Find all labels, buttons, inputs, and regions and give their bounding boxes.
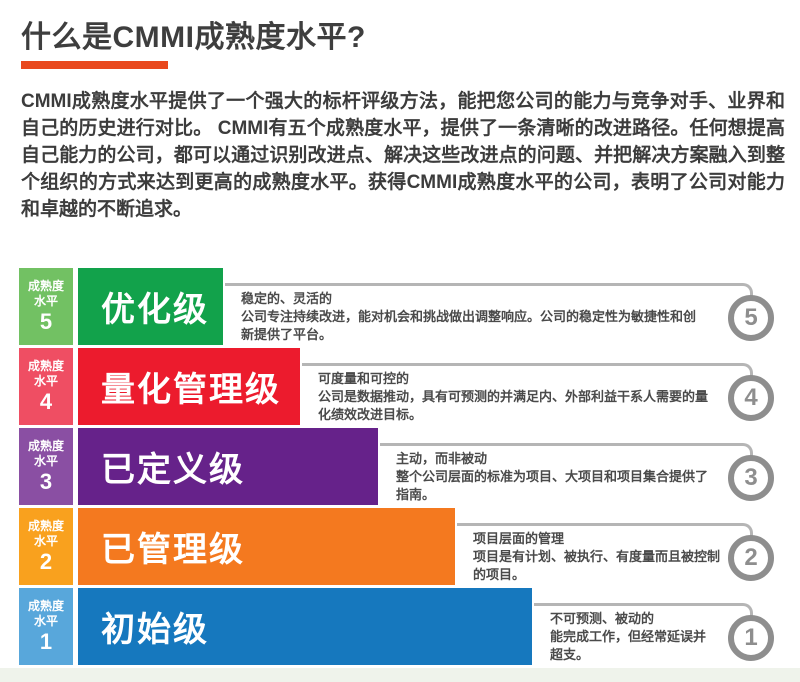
intro-paragraph: CMMI成熟度水平提供了一个强大的标杆评级方法，能把您公司的能力与竞争对手、业界… [21, 91, 785, 220]
level-description-headline: 稳定的、灵活的 [241, 291, 333, 306]
maturity-bar-3: 已定义级 [78, 428, 378, 505]
level-description-headline: 主动，而非被动 [396, 451, 488, 466]
level-description: 稳定的、灵活的 公司专注持续改进，能对机会和挑战做出调整响应。公司的稳定性为敏捷… [241, 290, 696, 344]
maturity-level-label-3: 成熟度 水平 3 [19, 428, 73, 505]
maturity-bar-4: 量化管理级 [78, 348, 300, 425]
level-number-badge-text: 4 [744, 384, 758, 411]
maturity-label-line1: 成熟度 [27, 439, 64, 453]
maturity-levels-diagram: 成熟度 水平 5 优化级 稳定的、灵活的 公司专注持续改进，能对机会和挑战做出调… [0, 268, 800, 678]
level-description: 项目层面的管理 项目是有计划、被执行、有度量而且被控制的项目。 [473, 530, 723, 584]
connector-line [457, 523, 753, 541]
level-number-badge-text: 1 [744, 624, 758, 651]
bottom-tint-band [0, 668, 800, 682]
maturity-level-label-1: 成熟度 水平 1 [19, 588, 73, 665]
level-description: 主动，而非被动 整个公司层面的标准为项目、大项目和项目集合提供了指南。 [396, 450, 716, 504]
maturity-bar-name: 量化管理级 [101, 371, 281, 409]
maturity-bar-name: 已管理级 [101, 531, 245, 569]
level-description-headline: 不可预测、被动的 [550, 611, 655, 626]
level-description: 不可预测、被动的 能完成工作，但经常延误并超支。 [550, 610, 715, 664]
level-number-badge: 1 [728, 615, 774, 661]
level-number-badge-text: 2 [744, 544, 758, 571]
level-number-badge-text: 5 [744, 304, 758, 331]
maturity-level-number: 2 [39, 549, 53, 574]
level-number-badge: 4 [728, 375, 774, 421]
maturity-label-line2: 水平 [33, 454, 58, 468]
connector-line [302, 363, 753, 381]
level-description-headline: 项目层面的管理 [473, 531, 565, 546]
maturity-label-line1: 成熟度 [27, 599, 64, 613]
maturity-level-number: 1 [39, 629, 53, 654]
level-description-body: 整个公司层面的标准为项目、大项目和项目集合提供了指南。 [396, 469, 709, 502]
maturity-label-line1: 成熟度 [27, 359, 64, 373]
maturity-bar-1: 初始级 [78, 588, 532, 665]
maturity-label-line1: 成熟度 [27, 519, 64, 533]
maturity-row-5: 成熟度 水平 5 优化级 稳定的、灵活的 公司专注持续改进，能对机会和挑战做出调… [0, 268, 800, 345]
maturity-bar-2: 已管理级 [78, 508, 455, 585]
maturity-label-line2: 水平 [33, 614, 58, 628]
level-description-body: 公司是数据推动，具有可预测的并满足内、外部利益干系人需要的量化绩效改进目标。 [318, 389, 709, 422]
maturity-level-label-2: 成熟度 水平 2 [19, 508, 73, 585]
level-number-badge: 2 [728, 535, 774, 581]
level-description-body: 能完成工作，但经常延误并超支。 [550, 629, 707, 662]
connector-line [380, 443, 753, 461]
maturity-label-line1: 成熟度 [27, 279, 64, 293]
level-number-badge: 5 [728, 295, 774, 341]
level-description-headline: 可度量和可控的 [318, 371, 410, 386]
page-title: 什么是CMMI成熟度水平? [21, 21, 366, 54]
maturity-label-line2: 水平 [33, 534, 58, 548]
level-description-body: 项目是有计划、被执行、有度量而且被控制的项目。 [473, 549, 721, 582]
maturity-bar-name: 初始级 [101, 611, 209, 649]
maturity-bar-name: 优化级 [101, 291, 209, 329]
maturity-bar-name: 已定义级 [101, 451, 245, 489]
level-description: 可度量和可控的 公司是数据推动，具有可预测的并满足内、外部利益干系人需要的量化绩… [318, 370, 718, 424]
maturity-level-number: 4 [39, 389, 53, 414]
connector-line [225, 283, 753, 301]
maturity-label-line2: 水平 [33, 294, 58, 308]
level-description-body: 公司专注持续改进，能对机会和挑战做出调整响应。公司的稳定性为敏捷性和创新提供了平… [241, 309, 697, 342]
maturity-row-4: 成熟度 水平 4 量化管理级 可度量和可控的 公司是数据推动，具有可预测的并满足… [0, 348, 800, 425]
connector-line [534, 603, 753, 621]
level-number-badge-text: 3 [744, 464, 758, 491]
maturity-bar-5: 优化级 [78, 268, 223, 345]
maturity-row-2: 成熟度 水平 2 已管理级 项目层面的管理 项目是有计划、被执行、有度量而且被控… [0, 508, 800, 585]
maturity-level-number: 5 [39, 309, 53, 334]
maturity-level-label-5: 成熟度 水平 5 [19, 268, 73, 345]
maturity-level-label-4: 成熟度 水平 4 [19, 348, 73, 425]
level-number-badge: 3 [728, 455, 774, 501]
maturity-label-line2: 水平 [33, 374, 58, 388]
maturity-row-3: 成熟度 水平 3 已定义级 主动，而非被动 整个公司层面的标准为项目、大项目和项… [0, 428, 800, 505]
maturity-level-number: 3 [39, 469, 53, 494]
title-underline [21, 61, 168, 69]
maturity-row-1: 成熟度 水平 1 初始级 不可预测、被动的 能完成工作，但经常延误并超支。 1 [0, 588, 800, 665]
